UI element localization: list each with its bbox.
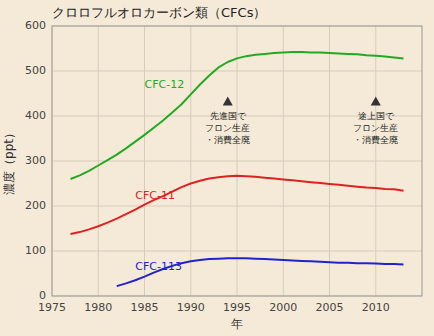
grid-line <box>190 26 191 296</box>
series-line <box>71 52 404 179</box>
annotation: 途上国でフロン生産・消費全廃 <box>353 111 398 145</box>
tick-label: 1980 <box>84 301 112 314</box>
series-label: CFC-113 <box>135 260 182 273</box>
tick-label: 100 <box>25 244 46 257</box>
grid-line <box>329 26 330 296</box>
x-axis-label: 年 <box>231 317 243 331</box>
tick-label: 1995 <box>223 301 251 314</box>
annotation-marker <box>371 97 381 106</box>
annotation: 先進国でフロン生産・消費全廃 <box>205 111 250 145</box>
series-line <box>117 258 404 286</box>
annotations: 先進国でフロン生産・消費全廃 途上国でフロン生産・消費全廃 <box>205 97 398 145</box>
tick-label: 300 <box>25 154 46 167</box>
tick-label: 1990 <box>177 301 205 314</box>
tick-label: 2005 <box>316 301 344 314</box>
annotation-marker <box>223 97 233 106</box>
series-line <box>71 176 404 234</box>
chart: 0100200300400500600197519801985199019952… <box>0 0 434 336</box>
grid-line <box>375 26 376 296</box>
tick-label: 2010 <box>362 301 390 314</box>
tick-label: 600 <box>25 19 46 32</box>
series-label: CFC-12 <box>145 78 185 91</box>
series-label: CFC-11 <box>135 189 175 202</box>
grid-line <box>98 26 99 296</box>
grid-line <box>237 26 238 296</box>
tick-label: 2000 <box>269 301 297 314</box>
tick-label: 1985 <box>131 301 159 314</box>
y-axis-label: 濃度（ppt） <box>2 127 16 195</box>
tick-label: 500 <box>25 64 46 77</box>
plot-frame <box>52 26 422 296</box>
plot-area <box>71 52 404 286</box>
grid-line <box>283 26 284 296</box>
tick-label: 400 <box>25 109 46 122</box>
axes: 0100200300400500600197519801985199019952… <box>25 19 422 314</box>
title: クロロフルオロカーボン類（CFCs） <box>52 5 266 20</box>
grid-line <box>144 26 145 296</box>
tick-label: 200 <box>25 199 46 212</box>
background <box>0 0 434 336</box>
tick-label: 1975 <box>38 301 66 314</box>
